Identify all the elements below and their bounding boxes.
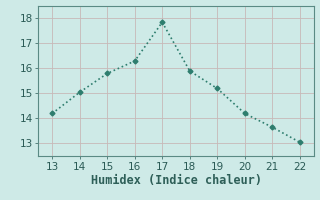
X-axis label: Humidex (Indice chaleur): Humidex (Indice chaleur) (91, 174, 261, 187)
